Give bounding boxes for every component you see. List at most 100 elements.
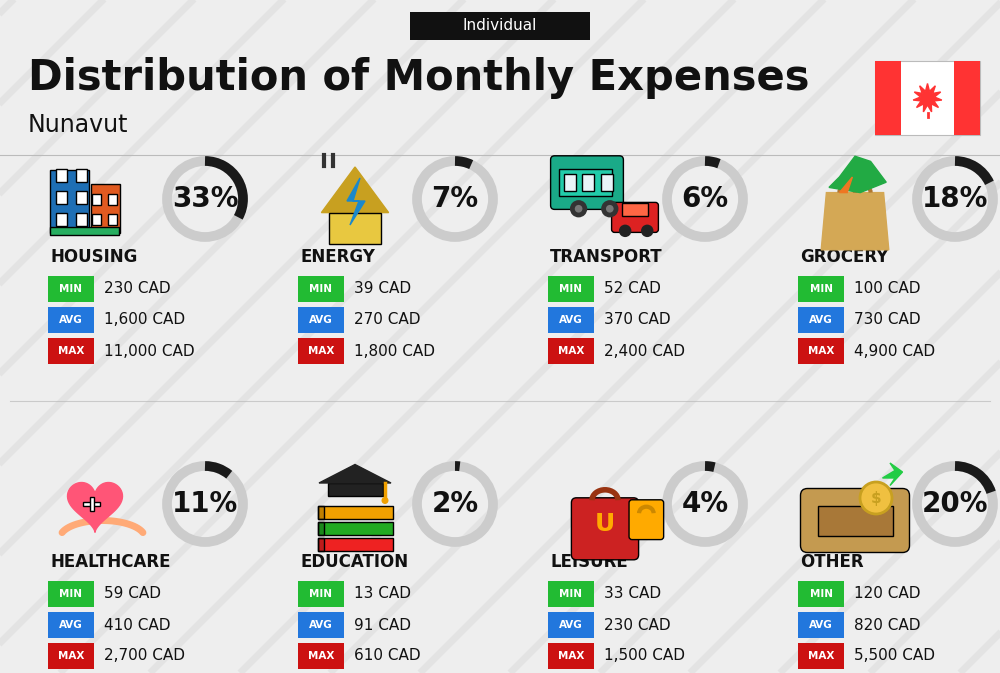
Text: AVG: AVG [309, 620, 333, 630]
Text: 5,500 CAD: 5,500 CAD [854, 649, 935, 664]
FancyBboxPatch shape [108, 194, 117, 205]
FancyBboxPatch shape [548, 276, 594, 302]
Text: 610 CAD: 610 CAD [354, 649, 421, 664]
Text: MAX: MAX [308, 346, 334, 356]
Circle shape [575, 205, 582, 213]
Polygon shape [347, 178, 365, 225]
Text: EDUCATION: EDUCATION [300, 553, 408, 571]
Text: MAX: MAX [308, 651, 334, 661]
Text: 2%: 2% [431, 490, 479, 518]
Text: 4,900 CAD: 4,900 CAD [854, 343, 935, 359]
Text: 230 CAD: 230 CAD [604, 618, 671, 633]
Text: 33%: 33% [172, 185, 238, 213]
FancyBboxPatch shape [582, 174, 594, 191]
Text: AVG: AVG [309, 315, 333, 325]
FancyBboxPatch shape [92, 214, 101, 225]
Text: AVG: AVG [559, 620, 583, 630]
Text: 820 CAD: 820 CAD [854, 618, 920, 633]
FancyBboxPatch shape [410, 12, 590, 40]
FancyBboxPatch shape [798, 307, 844, 333]
FancyBboxPatch shape [548, 581, 594, 607]
FancyBboxPatch shape [298, 612, 344, 638]
Text: MAX: MAX [558, 346, 584, 356]
Polygon shape [829, 156, 886, 192]
FancyBboxPatch shape [798, 612, 844, 638]
FancyBboxPatch shape [298, 276, 344, 302]
Text: MAX: MAX [58, 651, 84, 661]
Text: AVG: AVG [559, 315, 583, 325]
Text: MIN: MIN [560, 589, 582, 599]
Text: AVG: AVG [809, 620, 833, 630]
FancyBboxPatch shape [564, 174, 576, 191]
FancyBboxPatch shape [329, 213, 381, 244]
Text: AVG: AVG [59, 315, 83, 325]
Text: 11%: 11% [172, 490, 238, 518]
FancyBboxPatch shape [629, 500, 664, 540]
Text: HOUSING: HOUSING [50, 248, 137, 266]
Circle shape [641, 225, 653, 237]
FancyBboxPatch shape [298, 307, 344, 333]
FancyBboxPatch shape [548, 643, 594, 669]
FancyBboxPatch shape [76, 213, 87, 226]
FancyBboxPatch shape [798, 643, 844, 669]
FancyBboxPatch shape [298, 643, 344, 669]
Text: 7%: 7% [431, 185, 479, 213]
FancyBboxPatch shape [318, 538, 392, 551]
Text: 18%: 18% [922, 185, 988, 213]
Circle shape [860, 482, 892, 514]
FancyBboxPatch shape [48, 307, 94, 333]
FancyBboxPatch shape [798, 581, 844, 607]
FancyBboxPatch shape [559, 170, 612, 196]
FancyBboxPatch shape [48, 581, 94, 607]
FancyBboxPatch shape [318, 522, 392, 534]
Text: AVG: AVG [809, 315, 833, 325]
Text: MIN: MIN [810, 284, 833, 294]
FancyBboxPatch shape [612, 203, 658, 232]
Text: 4%: 4% [681, 490, 729, 518]
FancyBboxPatch shape [48, 643, 94, 669]
Text: 270 CAD: 270 CAD [354, 312, 420, 328]
Text: MAX: MAX [808, 346, 834, 356]
Text: 1,500 CAD: 1,500 CAD [604, 649, 685, 664]
Circle shape [381, 497, 388, 504]
Text: Distribution of Monthly Expenses: Distribution of Monthly Expenses [28, 57, 810, 99]
FancyBboxPatch shape [548, 307, 594, 333]
Text: 730 CAD: 730 CAD [854, 312, 921, 328]
Text: $: $ [871, 491, 881, 505]
FancyBboxPatch shape [48, 338, 94, 364]
FancyBboxPatch shape [798, 338, 844, 364]
Text: 230 CAD: 230 CAD [104, 281, 171, 297]
Text: GROCERY: GROCERY [800, 248, 888, 266]
Text: 13 CAD: 13 CAD [354, 586, 411, 602]
FancyBboxPatch shape [318, 505, 392, 518]
Polygon shape [913, 83, 942, 112]
FancyBboxPatch shape [548, 612, 594, 638]
Circle shape [601, 200, 618, 217]
Text: 6%: 6% [681, 185, 729, 213]
Text: U: U [595, 511, 615, 536]
Text: MIN: MIN [60, 284, 82, 294]
Polygon shape [883, 463, 902, 485]
Polygon shape [821, 192, 889, 250]
Text: MAX: MAX [808, 651, 834, 661]
Polygon shape [839, 177, 852, 192]
FancyBboxPatch shape [622, 203, 648, 217]
FancyBboxPatch shape [798, 276, 844, 302]
FancyBboxPatch shape [56, 169, 67, 182]
Circle shape [606, 205, 614, 213]
Text: MIN: MIN [310, 589, 332, 599]
FancyBboxPatch shape [818, 505, 893, 536]
Circle shape [619, 225, 631, 237]
FancyBboxPatch shape [50, 227, 119, 235]
Text: 20%: 20% [922, 490, 988, 518]
FancyBboxPatch shape [108, 214, 117, 225]
FancyBboxPatch shape [92, 194, 101, 205]
Text: TRANSPORT: TRANSPORT [550, 248, 663, 266]
FancyBboxPatch shape [56, 191, 67, 204]
Text: MAX: MAX [558, 651, 584, 661]
FancyBboxPatch shape [548, 338, 594, 364]
FancyBboxPatch shape [328, 483, 382, 495]
Text: 11,000 CAD: 11,000 CAD [104, 343, 195, 359]
Text: 2,400 CAD: 2,400 CAD [604, 343, 685, 359]
Text: LEISURE: LEISURE [550, 553, 628, 571]
